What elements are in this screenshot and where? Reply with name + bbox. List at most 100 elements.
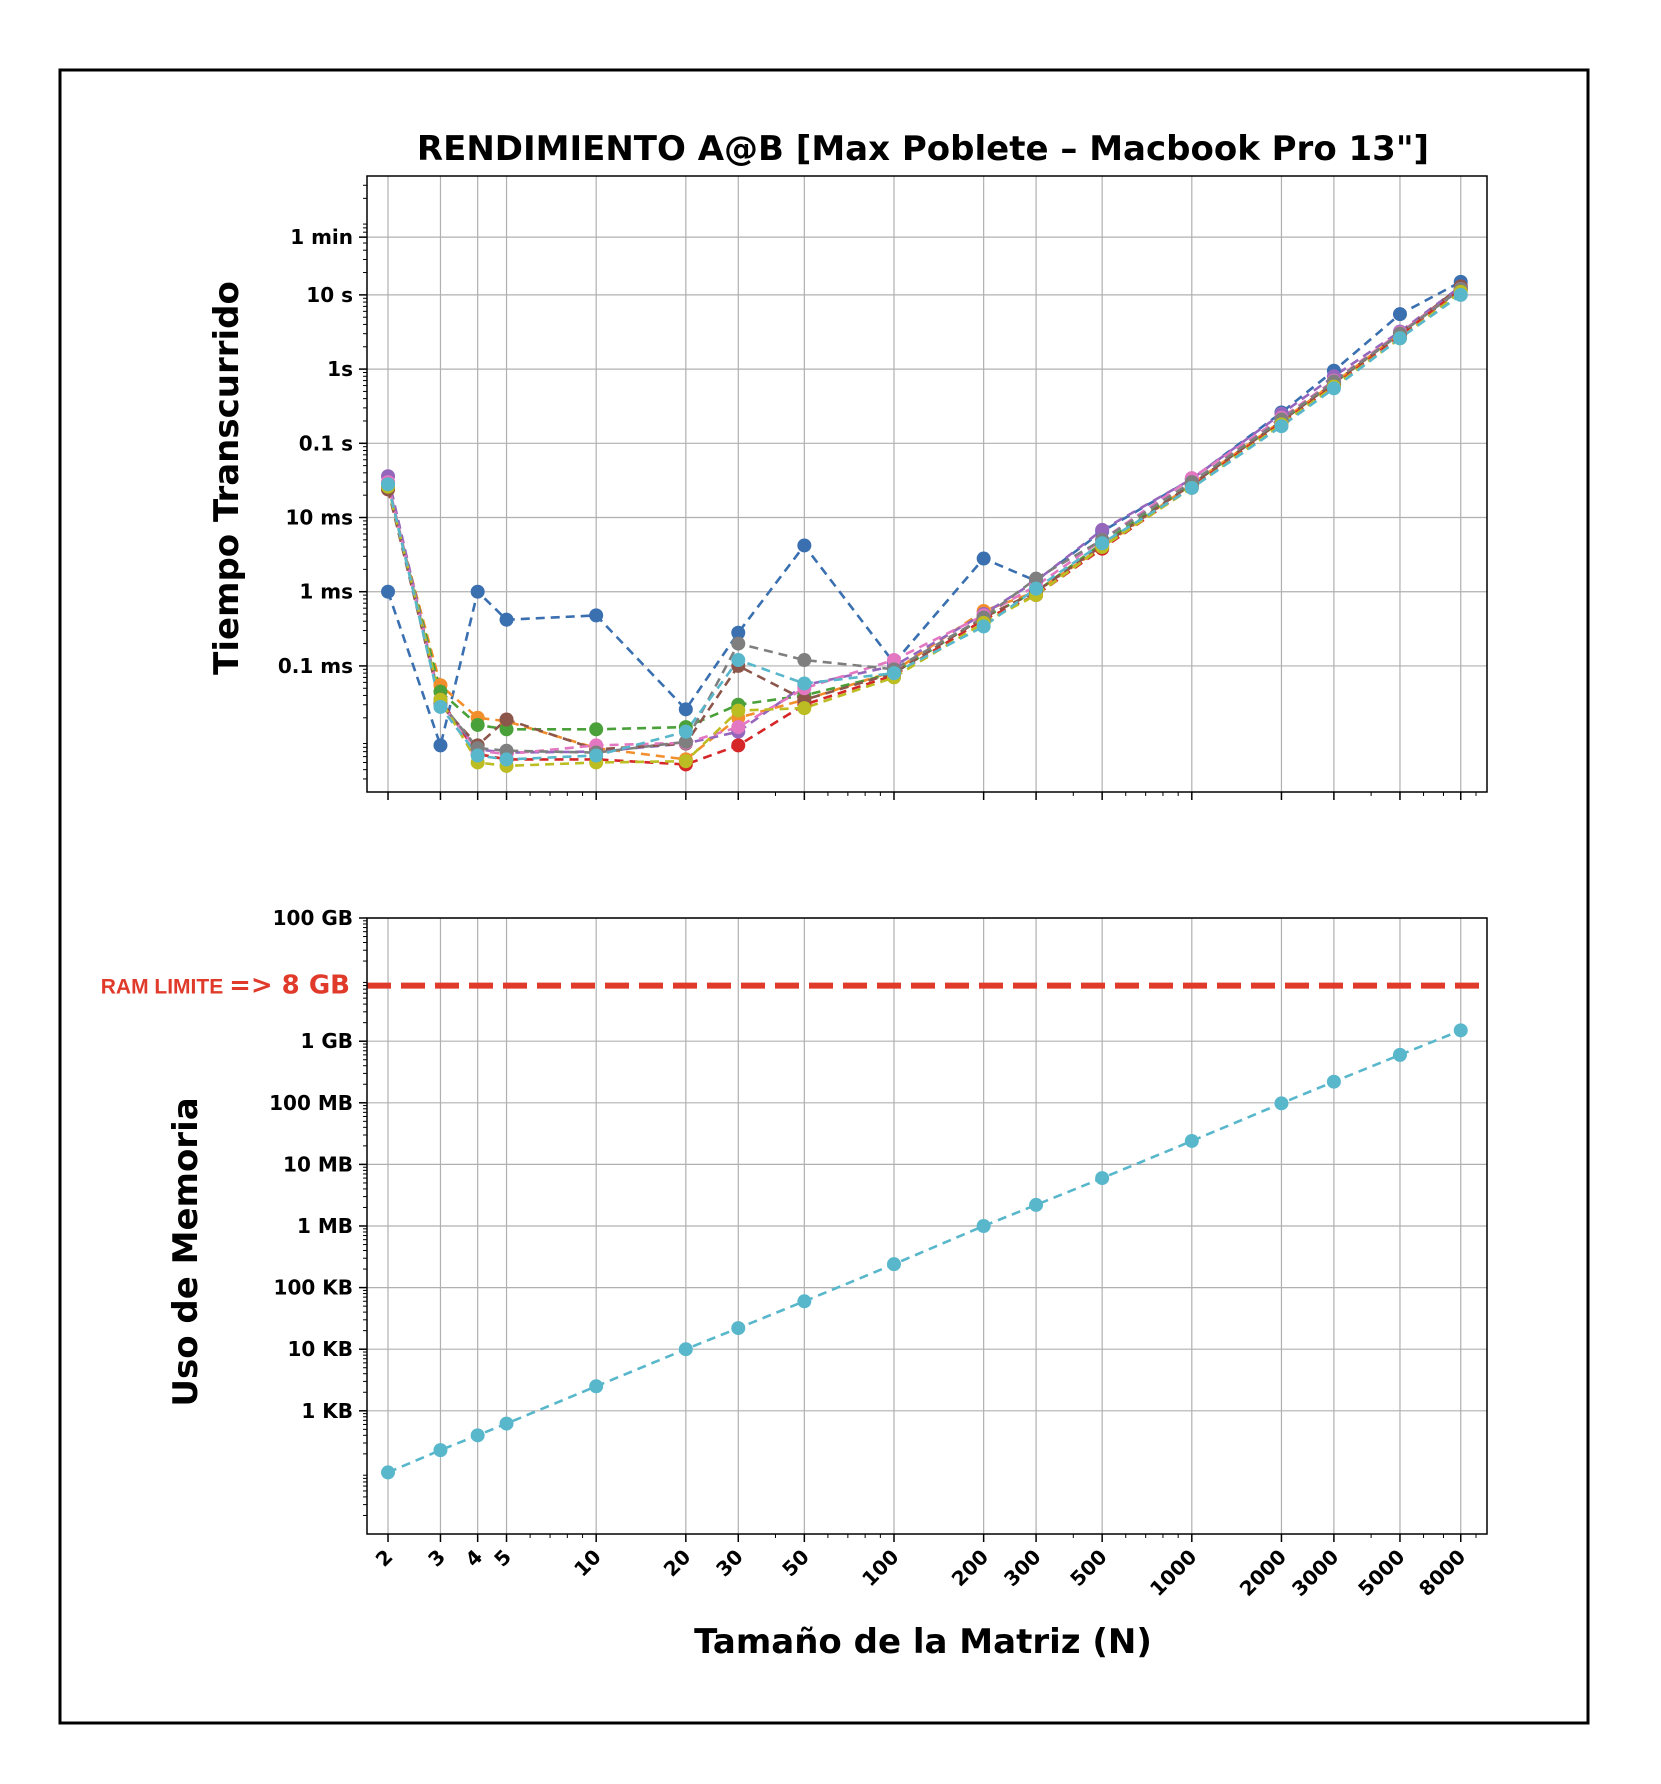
time-data-point: [433, 699, 448, 714]
time-data-point: [499, 722, 514, 737]
time-series-line: [386, 290, 1462, 768]
time-series: [381, 274, 1468, 773]
time-data-point: [433, 738, 448, 753]
time-data-point: [731, 636, 746, 651]
memory-y-tick-label: 1 MB: [297, 1214, 353, 1238]
time-data-point: [731, 738, 746, 753]
memory-data-point: [1392, 1047, 1407, 1062]
x-tick-label: 500: [1065, 1545, 1111, 1591]
memory-y-tick-label: 100 KB: [274, 1276, 353, 1300]
memory-chart: 100 GB 1 GB 100 MB 10 MB 1 MB 100 KB 10 KB 1 KB…: [101, 906, 1488, 1601]
time-data-point: [678, 734, 693, 749]
time-series-line: [386, 287, 1462, 731]
memory-data-point: [976, 1219, 991, 1233]
memory-series: [381, 1023, 1468, 1480]
time-data-point: [976, 619, 991, 634]
ram-limit-label-value: => 8 GB: [229, 971, 350, 1001]
x-tick-label: 5: [489, 1545, 516, 1572]
time-data-point: [470, 584, 485, 599]
memory-data-point: [1095, 1171, 1110, 1186]
x-axis-label: Tamaño de la Matriz (N): [694, 1622, 1152, 1662]
time-y-tick-label: 0.1 s: [299, 431, 353, 455]
x-tick-label: 8000: [1414, 1545, 1470, 1601]
memory-data-point: [1453, 1023, 1468, 1038]
x-tick-label: 300: [999, 1545, 1045, 1591]
time-y-tick-label: 10 s: [306, 283, 353, 307]
time-data-point: [731, 625, 746, 640]
time-data-point: [1095, 536, 1110, 551]
ram-limit-label: RAM LIMITE => 8 GB: [101, 971, 350, 1001]
time-series-line: [386, 287, 1462, 754]
time-data-point: [589, 608, 604, 623]
memory-y-tick-label: 10 KB: [287, 1337, 353, 1361]
memory-y-axis-label: Uso de Memoria: [166, 1097, 206, 1406]
time-data-point: [589, 722, 604, 737]
time-data-point: [1274, 419, 1289, 434]
time-data-point: [499, 712, 514, 727]
time-data-point: [678, 754, 693, 769]
x-tick-label: 4: [460, 1545, 487, 1572]
time-data-point: [381, 584, 396, 599]
time-grid: [359, 176, 1487, 800]
memory-y-tick-label: 10 MB: [283, 1152, 353, 1176]
memory-data-point: [678, 1342, 693, 1357]
memory-y-tick-label: 100 GB: [273, 906, 353, 930]
memory-data-point: [1274, 1096, 1289, 1111]
time-data-point: [589, 748, 604, 763]
time-y-tick-label: 0.1 ms: [278, 654, 353, 678]
time-data-point: [731, 653, 746, 668]
x-tick-label: 200: [947, 1545, 993, 1591]
time-chart: 1 min 10 s 1s 0.1 s 10 ms 1 ms 0.1 ms Tiempo T…: [207, 175, 1488, 800]
memory-y-tick-label: 1 KB: [301, 1399, 353, 1423]
ram-limit-reference: RAM LIMITE => 8 GB: [101, 971, 1487, 1001]
memory-y-tick-label: 1 GB: [300, 1029, 353, 1053]
memory-y-tick-labels: 100 GB 1 GB 100 MB 10 MB 1 MB 100 KB 10 KB 1 KB: [269, 906, 353, 1423]
time-data-point: [1029, 581, 1044, 596]
memory-data-point: [1029, 1197, 1044, 1212]
chart-title: RENDIMIENTO A@B [Max Poblete – Macbook P…: [417, 129, 1429, 169]
x-tick-label: 2000: [1235, 1545, 1291, 1601]
x-tick-label: 50: [777, 1545, 814, 1582]
time-series-line: [386, 280, 1462, 751]
memory-data-point: [886, 1257, 901, 1272]
ram-limit-label-text: RAM LIMITE: [101, 976, 229, 999]
time-data-point: [976, 551, 991, 566]
time-data-point: [1326, 381, 1341, 396]
time-data-point: [797, 538, 812, 553]
time-y-axis-label: Tiempo Transcurrido: [207, 281, 247, 675]
memory-data-point: [1184, 1133, 1199, 1148]
memory-data-point: [433, 1443, 448, 1458]
time-y-tick-label: 1 ms: [299, 580, 353, 604]
x-tick-label: 10: [569, 1545, 606, 1582]
time-series-line: [386, 293, 1462, 761]
time-series-line: [386, 287, 1462, 756]
figure-border: [58, 68, 1590, 1725]
time-data-point: [797, 653, 812, 668]
x-tick-label: 5000: [1353, 1545, 1409, 1601]
x-tick-label: 100: [857, 1545, 903, 1591]
time-data-point: [381, 477, 396, 492]
time-data-point: [470, 748, 485, 763]
time-data-point: [499, 752, 514, 767]
memory-data-point: [1326, 1074, 1341, 1089]
x-tick-label: 30: [711, 1545, 748, 1582]
time-series-line: [386, 285, 1462, 754]
memory-grid: [359, 917, 1487, 1542]
x-tick-label: 1000: [1145, 1545, 1201, 1601]
time-data-point: [797, 676, 812, 691]
memory-series-line: [387, 1029, 1462, 1474]
time-y-tick-label: 1 min: [290, 225, 353, 249]
time-data-point: [1184, 480, 1199, 495]
time-data-point: [678, 724, 693, 739]
x-tick-label: 3000: [1287, 1545, 1343, 1601]
time-data-point: [1453, 287, 1468, 302]
time-minor-ticks: [363, 184, 1477, 796]
time-data-point: [797, 701, 812, 716]
memory-data-point: [381, 1465, 396, 1480]
time-data-point: [731, 703, 746, 718]
time-data-point: [1029, 571, 1044, 586]
memory-data-point: [499, 1416, 514, 1431]
memory-plot-frame: [366, 917, 1488, 1535]
x-tick-label: 2: [371, 1545, 398, 1572]
